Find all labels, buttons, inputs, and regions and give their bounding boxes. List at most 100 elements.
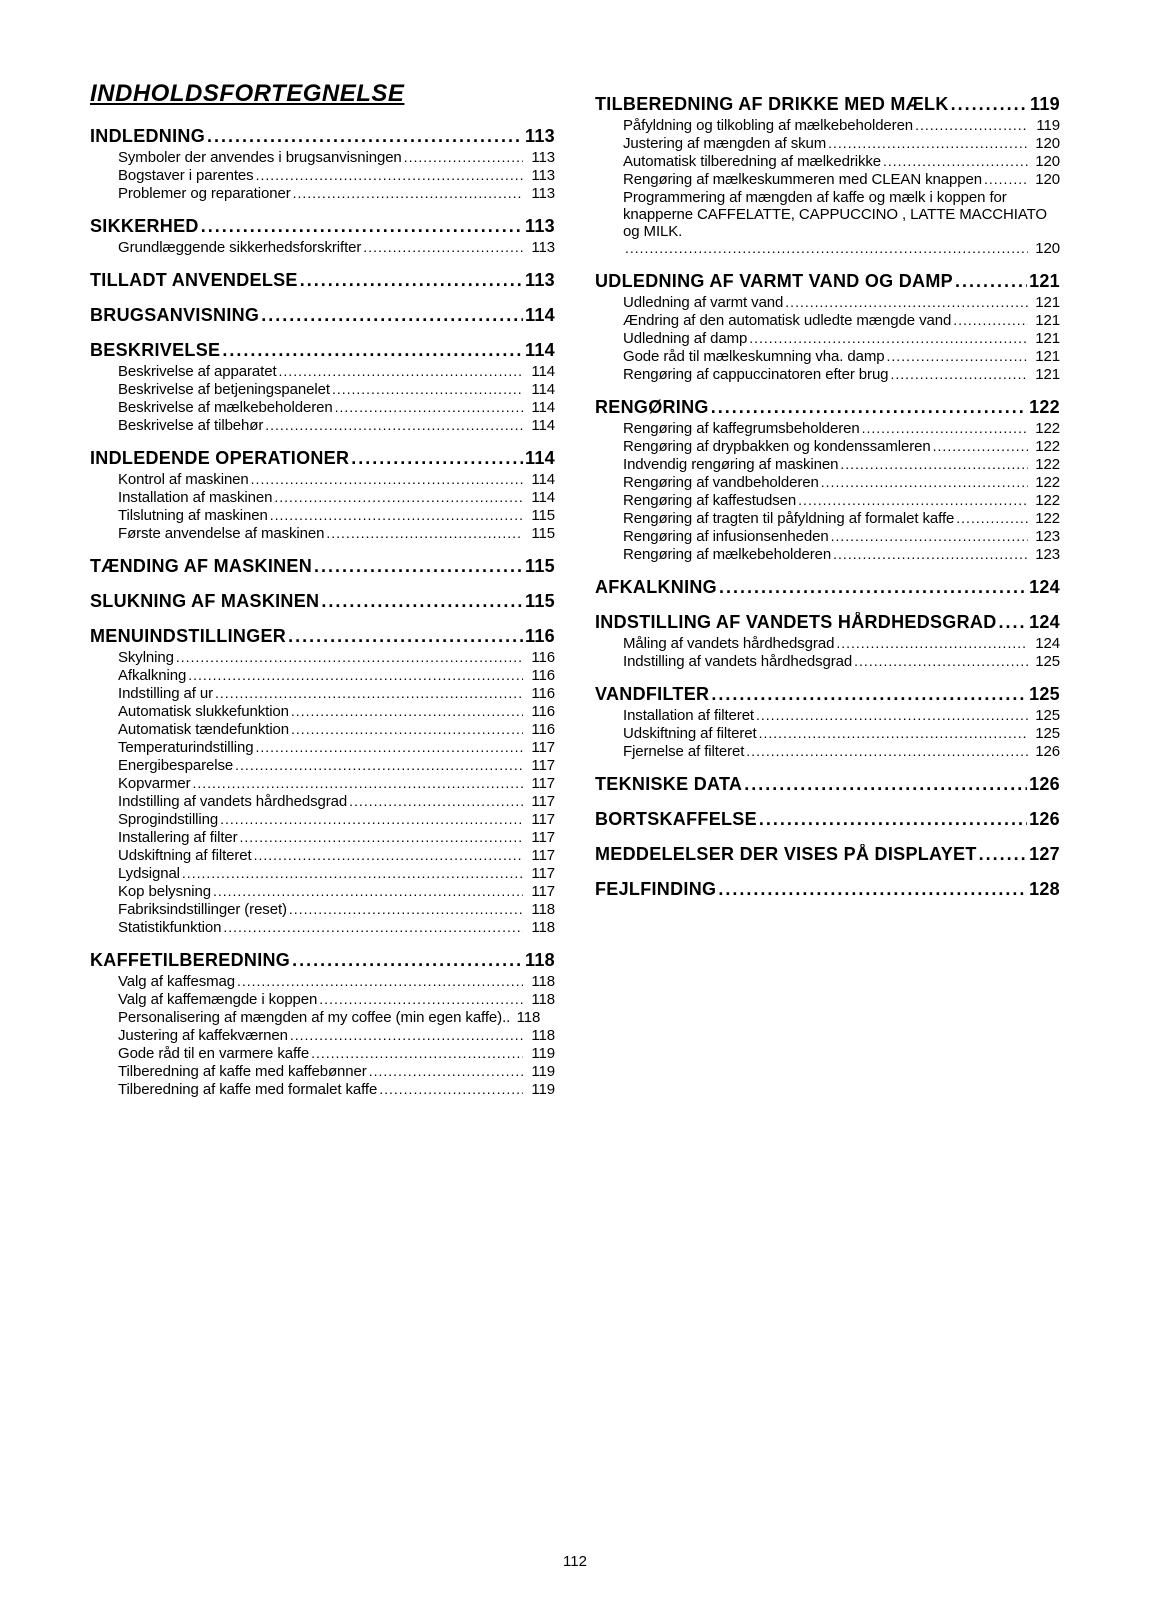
toc-leader — [261, 305, 523, 326]
toc-page: 118 — [525, 901, 555, 918]
toc-label: Påfyldning og tilkobling af mælkebeholde… — [623, 117, 913, 134]
toc-page: 117 — [525, 883, 555, 900]
toc-subitem: Justering af kaffekværnen118 — [118, 1027, 555, 1044]
toc-leader — [785, 294, 1028, 311]
toc-leader — [404, 149, 523, 166]
toc-page: 114 — [525, 399, 555, 416]
toc-leader — [854, 653, 1028, 670]
toc-subitem: Grundlæggende sikkerhedsforskrifter113 — [118, 239, 555, 256]
toc-subitem: Indvendig rengøring af maskinen 122 — [623, 456, 1060, 473]
toc-label: Installation af maskinen — [118, 489, 272, 506]
toc-subitem: Udledning af damp 121 — [623, 330, 1060, 347]
toc-page: 121 — [1030, 312, 1060, 329]
toc-subitem: Automatisk slukkefunktion116 — [118, 703, 555, 720]
toc-label: Indvendig rengøring af maskinen — [623, 456, 838, 473]
toc-page: 124 — [1029, 577, 1060, 598]
toc-leader — [176, 649, 523, 666]
toc-leader — [349, 793, 523, 810]
toc-leader — [292, 950, 523, 971]
toc-subitem: Sprogindstilling117 — [118, 811, 555, 828]
toc-leader — [291, 703, 523, 720]
toc-section: BORTSKAFFELSE126 — [595, 809, 1060, 830]
toc-subitem: Symboler der anvendes i brugsanvisningen… — [118, 149, 555, 166]
toc-label: Indstilling af vandets hårdhedsgrad — [623, 653, 852, 670]
toc-leader — [237, 973, 523, 990]
toc-page: 115 — [525, 525, 555, 542]
toc-subitem: Rengøring af drypbakken og kondenssamler… — [623, 438, 1060, 455]
toc-leader — [188, 667, 523, 684]
toc-leader — [821, 474, 1028, 491]
toc-section: FEJLFINDING128 — [595, 879, 1060, 900]
toc-page: 117 — [525, 793, 555, 810]
toc-leader — [288, 626, 523, 647]
toc-subitem: Måling af vandets hårdhedsgrad124 — [623, 635, 1060, 652]
toc-leader — [215, 685, 523, 702]
toc-leader — [182, 865, 523, 882]
toc-subitem: Beskrivelse af mælkebeholderen114 — [118, 399, 555, 416]
toc-subitem: Indstilling af vandets hårdhedsgrad117 — [118, 793, 555, 810]
toc-page: 118 — [510, 1009, 540, 1026]
toc-page: 117 — [525, 829, 555, 846]
toc-leader — [746, 743, 1028, 760]
toc-leader — [915, 117, 1028, 134]
toc-leader — [220, 811, 523, 828]
toc-page: 117 — [525, 775, 555, 792]
toc-leader — [883, 153, 1028, 170]
toc-leader — [955, 271, 1027, 292]
toc-label: Udledning af damp — [623, 330, 747, 347]
toc-label: INDSTILLING AF VANDETS HÅRDHEDSGRAD — [595, 612, 997, 633]
toc-leader — [256, 167, 523, 184]
toc-leader — [956, 510, 1028, 527]
toc-subitem: Beskrivelse af apparatet114 — [118, 363, 555, 380]
toc-column-left: INDHOLDSFORTEGNELSE INDLEDNING113Symbole… — [90, 80, 555, 1099]
toc-leader — [319, 991, 523, 1008]
toc-label: AFKALKNING — [595, 577, 717, 598]
toc-leader — [293, 185, 523, 202]
toc-leader — [984, 171, 1028, 188]
toc-page: 118 — [525, 991, 555, 1008]
toc-leader — [223, 919, 523, 936]
toc-leader — [274, 489, 523, 506]
toc-section: MENUINDSTILLINGER116 — [90, 626, 555, 647]
toc-leader — [933, 438, 1028, 455]
toc-leader — [314, 556, 523, 577]
toc-leader — [192, 775, 523, 792]
toc-section: INDLEDENDE OPERATIONER114 — [90, 448, 555, 469]
toc-leader — [335, 399, 523, 416]
toc-page: 121 — [1030, 330, 1060, 347]
toc-page: 122 — [1030, 456, 1060, 473]
toc-leader — [759, 809, 1027, 830]
toc-leader — [840, 456, 1028, 473]
toc-label: Beskrivelse af tilbehør — [118, 417, 263, 434]
toc-page: 113 — [525, 167, 555, 184]
toc-page: 121 — [1030, 366, 1060, 383]
toc-leader — [711, 397, 1027, 418]
toc-subitem: Statistikfunktion118 — [118, 919, 555, 936]
toc-label: INDLEDNING — [90, 126, 205, 147]
toc-page: 114 — [525, 448, 555, 469]
toc-page: 125 — [1029, 684, 1060, 705]
toc-page: 116 — [525, 703, 555, 720]
toc-subitem: Installation af filteret125 — [623, 707, 1060, 724]
toc-leader — [719, 577, 1027, 598]
toc-page: 116 — [525, 626, 555, 647]
toc-page: 117 — [525, 811, 555, 828]
toc-subitem: Energibesparelse117 — [118, 757, 555, 774]
toc-leader — [290, 1027, 523, 1044]
toc-leader — [235, 757, 523, 774]
toc-label: TILBEREDNING AF DRIKKE MED MÆLK — [595, 94, 949, 115]
toc-label: Gode råd til en varmere kaffe — [118, 1045, 309, 1062]
toc-leader — [326, 525, 523, 542]
toc-label: Udskiftning af filteret — [623, 725, 757, 742]
toc-label: MEDDELELSER DER VISES PÅ DISPLAYET — [595, 844, 977, 865]
toc-label: Valg af kaffesmag — [118, 973, 235, 990]
toc-page: 116 — [525, 721, 555, 738]
toc-leader — [828, 135, 1028, 152]
toc-label: Grundlæggende sikkerhedsforskrifter — [118, 239, 361, 256]
toc-page: 125 — [1030, 653, 1060, 670]
toc-subitem: Installering af filter117 — [118, 829, 555, 846]
toc-label: Fabriksindstillinger (reset) — [118, 901, 287, 918]
toc-leader — [363, 239, 523, 256]
toc-page: 125 — [1030, 725, 1060, 742]
toc-page: 121 — [1030, 348, 1060, 365]
